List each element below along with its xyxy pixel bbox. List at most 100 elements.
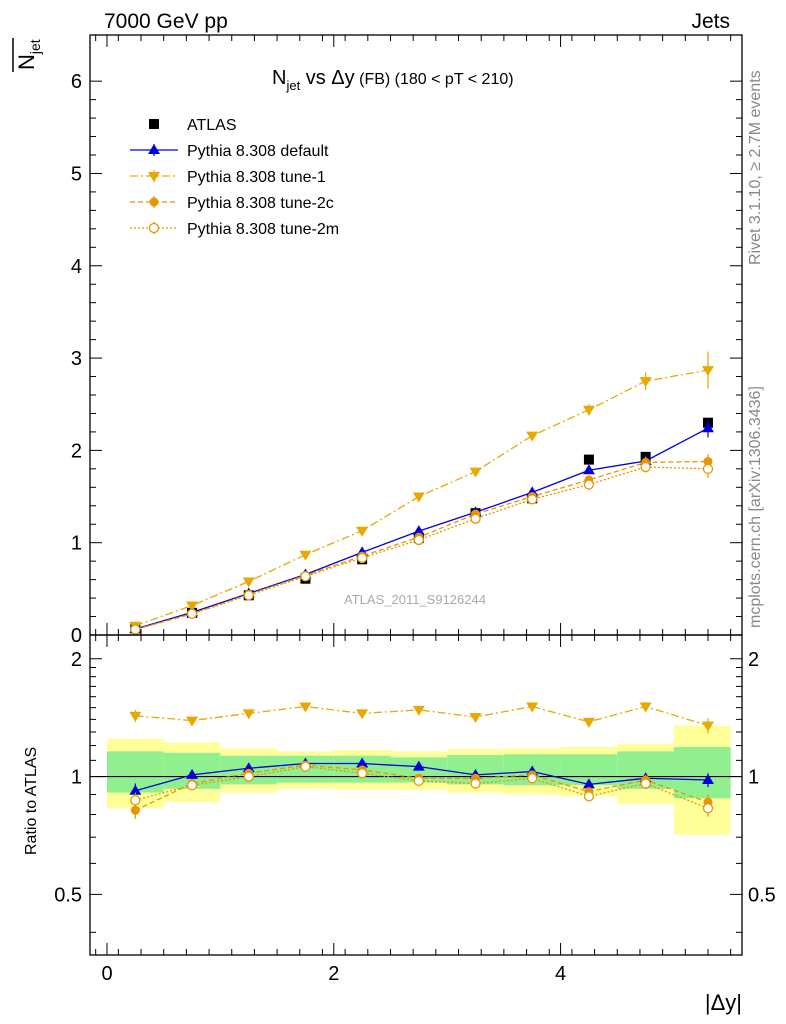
legend-marker-1 xyxy=(148,144,160,154)
main-point-4-0 xyxy=(130,624,141,635)
legend-item-0: ATLAS xyxy=(149,117,237,134)
legend-item-3: Pythia 8.308 tune-2c xyxy=(130,195,334,212)
main-point-2-3 xyxy=(299,550,312,561)
title-base: N xyxy=(272,67,286,89)
main-series-2 xyxy=(129,351,714,632)
main-ytick-label-5: 5 xyxy=(71,163,82,185)
ratio-point-1-1 xyxy=(186,716,199,727)
xtick-label-2: 4 xyxy=(555,963,566,985)
title-small: (FB) xyxy=(355,71,391,88)
main-point-4-1 xyxy=(186,608,198,619)
band-inner-10 xyxy=(673,747,731,799)
header-left: 7000 GeV pp xyxy=(104,10,228,33)
ratio-point-3-9 xyxy=(640,778,651,789)
ratio-point-3-8 xyxy=(583,791,595,802)
ratio-series-1 xyxy=(129,702,714,734)
ratio-point-3-6 xyxy=(470,778,481,789)
ratio-point-3-5 xyxy=(413,775,424,787)
ratio-ytick-label-r-2: 2 xyxy=(748,649,759,671)
mcplots-label: mcplots.cern.ch [arXiv:1306.3436] xyxy=(747,386,764,628)
main-ytick-label-4: 4 xyxy=(71,256,82,278)
ratio-point-3-2 xyxy=(243,771,254,782)
legend-marker-3 xyxy=(149,197,159,207)
title-rest: vs Δy xyxy=(300,67,354,89)
ratio-point-1-4 xyxy=(356,709,369,720)
ratio-point-0-4 xyxy=(356,757,369,768)
legend-marker-4 xyxy=(148,222,160,234)
main-point-4-4 xyxy=(356,552,368,564)
ratio-point-3-4 xyxy=(356,768,368,779)
main-ytick-label-3: 3 xyxy=(71,348,82,370)
ratio-ytick-label-l-1: 1 xyxy=(71,767,82,789)
main-point-0-8 xyxy=(583,454,594,465)
legend-label-4: Pythia 8.308 tune-2m xyxy=(187,221,339,238)
ratio-point-3-7 xyxy=(527,773,538,784)
legend-item-4: Pythia 8.308 tune-2m xyxy=(130,221,339,238)
ratio-point-2-0 xyxy=(130,805,140,815)
ratio-point-3-3 xyxy=(300,761,311,772)
main-point-1-10 xyxy=(701,422,714,433)
y-label-base: N xyxy=(14,54,39,70)
ratio-point-3-1 xyxy=(186,780,198,791)
legend-marker-0 xyxy=(149,119,159,129)
main-point-4-9 xyxy=(640,461,651,473)
legend-label-1: Pythia 8.308 default xyxy=(187,143,329,160)
ratio-point-0-10 xyxy=(701,773,714,784)
main-title: Njet vs Δy (FB) (180 < pT < 210) xyxy=(272,67,514,93)
ratio-point-3-0 xyxy=(130,795,141,806)
y-label-sub: jet xyxy=(27,39,43,55)
xtick-label-1: 2 xyxy=(328,963,339,985)
ratio-point-1-7 xyxy=(526,702,539,713)
ratio-point-1-8 xyxy=(582,717,595,728)
svg-text:Njet: Njet xyxy=(14,39,43,70)
ratio-point-0-0 xyxy=(129,784,142,795)
main-point-2-5 xyxy=(412,492,425,503)
ratio-ytick-label-r-1: 1 xyxy=(748,767,759,789)
ratio-series-3 xyxy=(130,761,714,817)
ratio-point-3-10 xyxy=(702,803,714,814)
legend-label-3: Pythia 8.308 tune-2c xyxy=(187,195,334,212)
legend: ATLAS Pythia 8.308 default Pythia 8.308 tu… xyxy=(130,117,339,238)
ratio-ytick-label-l-0: 0.5 xyxy=(54,884,82,906)
ratio-frame xyxy=(89,634,743,956)
ratio-point-0-5 xyxy=(412,760,425,771)
main-point-4-8 xyxy=(583,479,595,490)
ratio-point-0-8 xyxy=(582,778,595,789)
main-point-2-6 xyxy=(469,467,482,478)
analysis-ref: ATLAS_2011_S9126244 xyxy=(344,592,486,607)
main-point-4-3 xyxy=(300,571,311,582)
main-ytick-label-2: 2 xyxy=(71,440,82,462)
title-range: (180 < pT < 210) xyxy=(390,71,513,88)
ratio-point-1-10 xyxy=(701,721,714,732)
title-sub: jet xyxy=(285,78,300,93)
main-line-2 xyxy=(135,369,709,627)
main-point-2-10 xyxy=(701,366,714,377)
legend-label-0: ATLAS xyxy=(187,117,237,134)
ratio-point-0-1 xyxy=(186,768,199,779)
ratio-point-1-3 xyxy=(299,702,312,713)
legend-item-1: Pythia 8.308 default xyxy=(130,143,329,160)
ratio-point-1-6 xyxy=(469,712,482,723)
main-point-4-5 xyxy=(413,534,424,546)
legend-item-2: Pythia 8.308 tune-1 xyxy=(130,169,326,186)
ratio-ytick-label-r-0: 0.5 xyxy=(748,884,776,906)
ratio-line-3 xyxy=(135,766,709,809)
ratio-point-0-2 xyxy=(242,762,255,773)
main-ytick-label-1: 1 xyxy=(71,533,82,555)
main-point-2-8 xyxy=(582,405,595,416)
main-point-2-1 xyxy=(186,601,199,612)
main-point-4-2 xyxy=(243,590,254,601)
xtick-label-0: 0 xyxy=(101,963,112,985)
ratio-ytick-label-l-2: 2 xyxy=(71,649,82,671)
main-point-2-9 xyxy=(639,377,652,388)
x-axis-label: |Δy| xyxy=(705,990,742,1015)
main-point-2-4 xyxy=(356,526,369,537)
header-right: Jets xyxy=(691,10,730,33)
main-series-4 xyxy=(130,459,714,635)
y-axis-label: Njet xyxy=(14,39,43,70)
main-point-4-6 xyxy=(470,513,481,524)
legend-label-2: Pythia 8.308 tune-1 xyxy=(187,169,326,186)
main-point-4-7 xyxy=(527,494,538,505)
ratio-point-1-2 xyxy=(242,709,255,720)
